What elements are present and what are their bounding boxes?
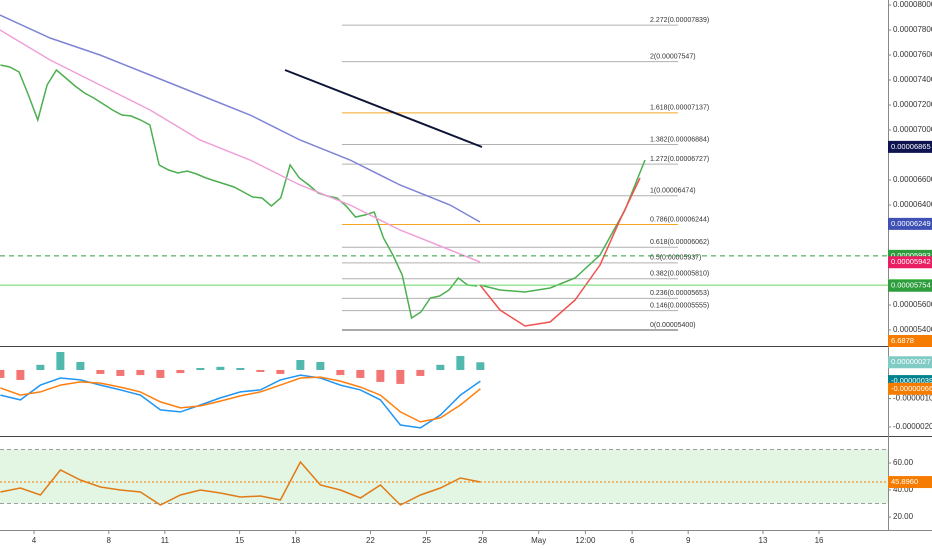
histogram-bar: [16, 369, 25, 380]
histogram-bar: [136, 369, 145, 376]
histogram-bar: [456, 355, 465, 370]
x-tick-label: 13: [759, 536, 768, 545]
price-tag: [888, 356, 932, 369]
fib-label: 1.272(0.00006727): [650, 156, 709, 163]
rsi-band: [0, 449, 888, 504]
x-tick-label: 9: [686, 536, 691, 545]
histogram-bar: [156, 369, 165, 378]
volume-tag-label: 6.6878: [891, 336, 914, 345]
x-tick-label: 25: [422, 536, 431, 545]
y-tick-label: -0.00000100: [893, 394, 932, 403]
fib-label: 1.618(0.00007137): [650, 105, 709, 112]
fib-label: 0(0.00005400): [650, 322, 696, 329]
y-tick-label: 0.00007200: [893, 100, 932, 109]
x-tick-label: 28: [478, 536, 487, 545]
price-tag: [888, 256, 932, 269]
fib-label: 2.272(0.00007839): [650, 17, 709, 24]
histogram-bar: [0, 369, 5, 378]
histogram-bar: [176, 369, 185, 374]
price-tag-label: 0.00005754: [891, 281, 931, 290]
fib-label: 0.146(0.00005555): [650, 302, 709, 309]
price-tag: [888, 140, 932, 153]
x-tick-label: 15: [235, 536, 244, 545]
price-tag: [888, 217, 932, 230]
histogram-bar: [256, 369, 265, 372]
x-tick-label: 4: [32, 536, 37, 545]
histogram-bar: [196, 367, 205, 370]
x-tick-label: 8: [107, 536, 112, 545]
histogram-bar: [76, 361, 85, 370]
x-tick-label: 6: [630, 536, 635, 545]
histogram-bar: [36, 364, 45, 370]
histogram-bar: [276, 369, 285, 374]
histogram-bar: [436, 364, 445, 370]
fib-label: 0.382(0.00005810): [650, 271, 709, 278]
histogram-bar: [296, 359, 305, 370]
y-tick-label: 0.00006600: [893, 175, 932, 184]
y-tick-label: 0.00007400: [893, 75, 932, 84]
y-tick-label: 0.00008000: [893, 0, 932, 9]
price-tag-label: 0.00005993: [891, 251, 931, 260]
histogram-bar: [236, 367, 245, 370]
histogram-bar: [216, 366, 225, 370]
price-tag-label: 0.00000027: [891, 357, 931, 366]
fib-label: 0.236(0.00005653): [650, 290, 709, 297]
y-tick-label: 60.00: [893, 458, 914, 467]
x-tick-label: 16: [815, 536, 824, 545]
y-tick-label: 0.00007600: [893, 50, 932, 59]
histogram-bar: [476, 362, 485, 370]
x-tick-label: 18: [291, 536, 300, 545]
histogram-bar: [416, 369, 425, 376]
price-tag-label: -0.00000039: [891, 376, 932, 385]
histogram-bar: [96, 369, 105, 374]
x-tick-label: 11: [161, 536, 170, 545]
fib-label: 0.618(0.00006062): [650, 239, 709, 246]
histogram-bar: [356, 369, 365, 378]
series-line: [0, 64, 478, 320]
histogram-bar: [396, 369, 405, 384]
series-line: [0, 376, 481, 423]
y-tick-label: 40.00: [893, 485, 914, 494]
series-line: [0, 14, 481, 223]
histogram-bar: [116, 369, 125, 376]
fib-label: 1.382(0.00006884): [650, 136, 709, 143]
price-tag: [888, 279, 932, 292]
price-tag: [888, 476, 932, 489]
series-line: [0, 374, 481, 429]
series-line: [0, 460, 481, 506]
series-line: [284, 69, 483, 148]
histogram-bar: [376, 369, 385, 382]
x-tick-label: 12:00: [575, 536, 596, 545]
x-tick-label: 22: [366, 536, 375, 545]
fib-label: 1(0.00006474): [650, 188, 696, 195]
fib-label: 2(0.00007547): [650, 53, 696, 60]
fib-label: 0.786(0.00006244): [650, 216, 709, 223]
y-tick-label: 0.00005600: [893, 300, 932, 309]
x-tick-label: May: [531, 536, 546, 545]
price-tag-label: -0.00000066: [891, 384, 932, 393]
fib-label: 0.5(0.00005937): [650, 255, 701, 262]
histogram-bar: [336, 369, 345, 376]
y-tick-label: 0.00007000: [893, 125, 932, 134]
y-tick-label: 0.00005400: [893, 325, 932, 334]
y-tick-label: 0.00007800: [893, 25, 932, 34]
price-tag-label: 0.00006865: [891, 142, 931, 151]
histogram-bar: [316, 361, 325, 370]
price-tag-label: 0.00006249: [891, 219, 931, 228]
price-tag-label: 0.00005942: [891, 257, 931, 266]
price-tag: [888, 382, 932, 395]
price-tag-label: 45.8960: [891, 477, 918, 486]
y-tick-label: 20.00: [893, 512, 914, 521]
series-line: [479, 177, 641, 327]
series-line: [0, 29, 481, 263]
y-tick-label: 0.00006400: [893, 200, 932, 209]
histogram-bar: [56, 351, 65, 370]
volume-tag: [888, 335, 932, 347]
